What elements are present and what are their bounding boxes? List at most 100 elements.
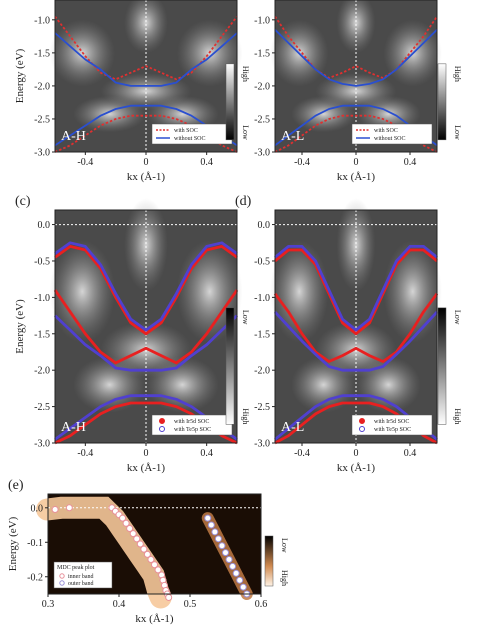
intensity-glow <box>291 95 356 133</box>
y-tick-label: -1.5 <box>254 329 270 340</box>
data-point <box>147 556 155 564</box>
data-point <box>232 569 240 577</box>
legend-label: with Te5p SOC <box>374 427 411 433</box>
chart-panel-5: 0.3 0.4 0.5 0.6 0.0 -0.1 -0.2 kx (Å-1) Energy (e… <box>7 478 289 625</box>
data-point <box>65 504 73 512</box>
colorbar-label-top: Low <box>241 310 250 325</box>
series-line <box>274 245 438 332</box>
legend-box <box>351 123 433 145</box>
legend-title: MDC peak plot <box>57 565 95 571</box>
y-tick-label: -2.0 <box>34 81 50 92</box>
data-point <box>218 542 226 550</box>
intensity-glow <box>356 95 421 133</box>
x-tick-label: 0.4 <box>113 599 126 610</box>
x-tick-label: -0.4 <box>77 157 93 168</box>
legend-swatch <box>359 426 365 432</box>
x-tick-label: 0 <box>354 157 359 168</box>
intensity-glow <box>270 240 329 343</box>
legend-label: with Ir5d SOC <box>374 419 409 425</box>
x-tick-label: 0 <box>354 448 359 459</box>
data-point <box>222 549 229 557</box>
x-axis-label: kx (Å-1) <box>337 462 376 474</box>
x-tick-label: 0.5 <box>184 599 197 610</box>
colorbar <box>264 535 274 587</box>
series-line <box>54 114 238 153</box>
x-tick-label: 0 <box>144 448 149 459</box>
y-tick-label: -1.0 <box>254 15 270 26</box>
series-line <box>54 314 238 372</box>
series-line <box>53 289 239 365</box>
legend-label: with Ir5d SOC <box>174 419 209 425</box>
legend-label: inner band <box>68 574 94 580</box>
y-tick-label: -2.0 <box>34 366 50 377</box>
y-tick-label: -3.0 <box>254 148 270 159</box>
x-axis-label: kx (Å-1) <box>127 171 166 183</box>
y-tick-label: -1.0 <box>34 15 50 26</box>
x-tick-label: -0.4 <box>294 448 310 459</box>
data-point <box>207 521 215 529</box>
y-tick-label: -2.5 <box>34 114 50 125</box>
plot-frame <box>47 493 262 595</box>
intensity-glow <box>124 198 168 292</box>
panel-letter: (d) <box>235 194 252 209</box>
data-point <box>129 530 137 538</box>
intensity-glow <box>124 0 168 54</box>
y-tick-label: -3.0 <box>254 439 270 450</box>
legend-label: without SOC <box>174 136 206 142</box>
y-axis-label: Energy (eV) <box>7 516 19 571</box>
x-tick-label: -0.4 <box>294 157 310 168</box>
intensity-glow <box>146 95 219 133</box>
x-axis-label: kx (Å-1) <box>135 613 174 625</box>
y-axis-label: Energy (eV) <box>14 48 26 103</box>
series-line <box>273 292 439 363</box>
series-line <box>274 29 438 87</box>
data-point <box>119 514 127 522</box>
in-panel-label: A-L <box>281 420 304 435</box>
y-tick-label: -1.0 <box>34 293 50 304</box>
data-point <box>211 528 219 536</box>
intensity-glow <box>383 240 442 343</box>
series-line <box>273 310 439 372</box>
x-tick-label: 0.6 <box>255 599 268 610</box>
data-point <box>133 535 141 543</box>
y-tick-label: -0.5 <box>254 256 270 267</box>
x-tick-label: 0.3 <box>42 599 55 610</box>
chart-panel-2: -0.4 0 0.4 -1.0 -1.5 -2.0 -2.5 -3.0 kx (Å-1) A-L w… <box>254 0 462 183</box>
y-tick-label: -1.5 <box>34 48 50 59</box>
y-tick-label: -2.5 <box>254 402 270 413</box>
legend-swatch <box>159 426 165 432</box>
legend-label: with Te5p SOC <box>174 427 211 433</box>
legend-box <box>151 414 233 436</box>
panel-letter: (e) <box>8 478 24 493</box>
intensity-glow <box>336 0 376 54</box>
intensity-glow <box>336 198 376 292</box>
legend-label: with SOC <box>174 128 198 134</box>
series-line <box>54 245 238 336</box>
y-tick-label: -0.2 <box>27 572 43 583</box>
series-line <box>54 32 238 87</box>
data-point <box>154 566 162 574</box>
x-tick-label: 0.4 <box>404 157 417 168</box>
legend-swatch <box>359 418 365 424</box>
data-point <box>143 550 151 558</box>
band-intensity <box>36 496 172 609</box>
legend-label: with SOC <box>374 128 398 134</box>
y-tick-label: -0.5 <box>34 256 50 267</box>
y-tick-label: -2.5 <box>34 402 50 413</box>
y-tick-label: -3.0 <box>34 439 50 450</box>
y-tick-label: -2.0 <box>254 366 270 377</box>
data-point <box>140 545 148 553</box>
data-point <box>122 519 130 527</box>
y-tick-label: -1.5 <box>254 48 270 59</box>
data-point <box>225 556 233 564</box>
legend-label: outer band <box>68 581 94 587</box>
intensity-glow <box>73 95 146 133</box>
data-point <box>204 514 212 522</box>
colorbar-label-bottom: High <box>280 570 289 586</box>
data-point <box>236 576 244 584</box>
data-point <box>126 524 134 532</box>
y-tick-label: 0.0 <box>258 220 271 231</box>
colorbar-label-top: High <box>241 66 250 82</box>
legend-swatch <box>59 580 65 586</box>
x-tick-label: 0 <box>144 157 149 168</box>
